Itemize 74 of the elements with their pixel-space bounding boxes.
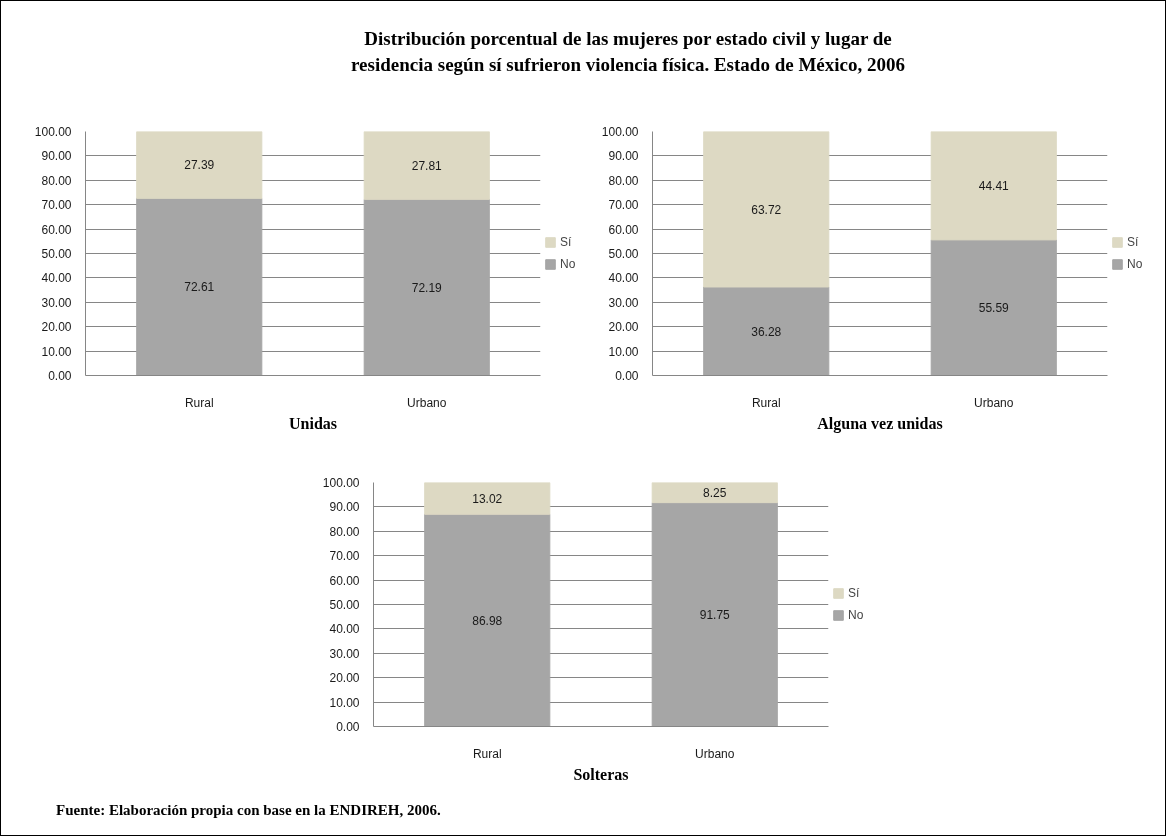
x-tick-label: Urbano — [974, 395, 1014, 410]
y-tick-label: 100.00 — [322, 476, 360, 490]
x-axis-title: Solteras — [573, 765, 629, 783]
x-tick-label: Urbano — [695, 746, 735, 761]
data-label: 27.39 — [184, 158, 215, 173]
x-axis-title: Alguna vez unidas — [817, 414, 943, 433]
y-tick-label: 70.00 — [608, 198, 639, 213]
data-label: 44.41 — [978, 179, 1010, 194]
source-note: Fuente: Elaboración propia con base en la ENDIREH, 2006. — [56, 801, 441, 820]
bar — [703, 131, 830, 288]
bar — [363, 131, 490, 200]
y-tick-label: 80.00 — [329, 524, 360, 539]
y-tick-label: 60.00 — [41, 222, 72, 237]
y-tick-label: 60.00 — [329, 573, 360, 588]
x-tick-label: Rural — [184, 395, 214, 410]
data-label: 8.25 — [703, 486, 727, 501]
y-tick-label: 10.00 — [608, 344, 639, 359]
bar — [651, 502, 778, 727]
y-tick-label: 70.00 — [329, 549, 360, 564]
y-tick-label: 30.00 — [608, 295, 639, 310]
bar — [424, 513, 551, 727]
y-tick-label: 40.00 — [608, 271, 639, 286]
y-tick-label: 0.00 — [615, 369, 639, 383]
y-tick-label: 50.00 — [329, 598, 360, 612]
y-tick-label: 90.00 — [41, 149, 72, 164]
data-label: 72.19 — [411, 280, 443, 295]
data-label: 72.61 — [184, 280, 215, 295]
bar — [136, 131, 263, 199]
y-tick-label: 10.00 — [329, 695, 360, 710]
bar — [363, 198, 490, 376]
y-tick-label: 50.00 — [608, 247, 639, 261]
y-tick-label: 90.00 — [608, 149, 639, 164]
y-tick-label: 0.00 — [48, 369, 72, 383]
x-axis-title: Unidas — [288, 414, 338, 432]
y-tick-label: 50.00 — [41, 247, 72, 261]
y-tick-label: 100.00 — [34, 125, 72, 139]
y-tick-label: 70.00 — [41, 198, 72, 213]
y-tick-label: 80.00 — [41, 173, 72, 188]
data-label: 36.28 — [751, 324, 782, 339]
y-tick-label: 20.00 — [41, 320, 72, 335]
legend-label: Sí — [560, 235, 573, 249]
x-tick-label: Urbano — [407, 395, 447, 410]
x-tick-label: Rural — [472, 746, 502, 761]
bar — [424, 482, 551, 515]
bar — [651, 482, 778, 504]
data-label: 27.81 — [411, 158, 443, 173]
y-tick-label: 40.00 — [41, 271, 72, 286]
legend-label: No — [1127, 257, 1144, 271]
x-tick-label: Rural — [751, 395, 781, 410]
y-tick-label: 30.00 — [329, 646, 360, 661]
y-tick-label: 100.00 — [601, 125, 639, 139]
text: Distribución porcentual de las mujeres por estado civil y lugar de residencia según sí sufrieron violencia física. Estado de México, 2006 — [350, 27, 906, 77]
legend-label: No — [848, 608, 865, 622]
y-tick-label: 90.00 — [329, 500, 360, 515]
data-label: 13.02 — [472, 491, 503, 506]
y-tick-label: 40.00 — [329, 622, 360, 637]
y-tick-label: 10.00 — [41, 344, 72, 359]
legend-label: No — [560, 257, 577, 271]
bar — [930, 131, 1057, 241]
y-tick-label: 20.00 — [329, 671, 360, 686]
legend-label: Sí — [848, 586, 861, 600]
data-label: 91.75 — [699, 608, 731, 623]
y-tick-label: 80.00 — [608, 173, 639, 188]
y-tick-label: 0.00 — [336, 720, 360, 734]
legend-label: Sí — [1127, 235, 1140, 249]
y-tick-label: 30.00 — [41, 295, 72, 310]
bar — [136, 197, 263, 376]
y-tick-label: 60.00 — [608, 222, 639, 237]
bar — [703, 286, 830, 376]
data-label: 63.72 — [751, 202, 782, 217]
bar — [930, 239, 1057, 376]
data-label: 86.98 — [472, 613, 503, 628]
data-label: 55.59 — [978, 301, 1010, 316]
y-tick-label: 20.00 — [608, 320, 639, 335]
